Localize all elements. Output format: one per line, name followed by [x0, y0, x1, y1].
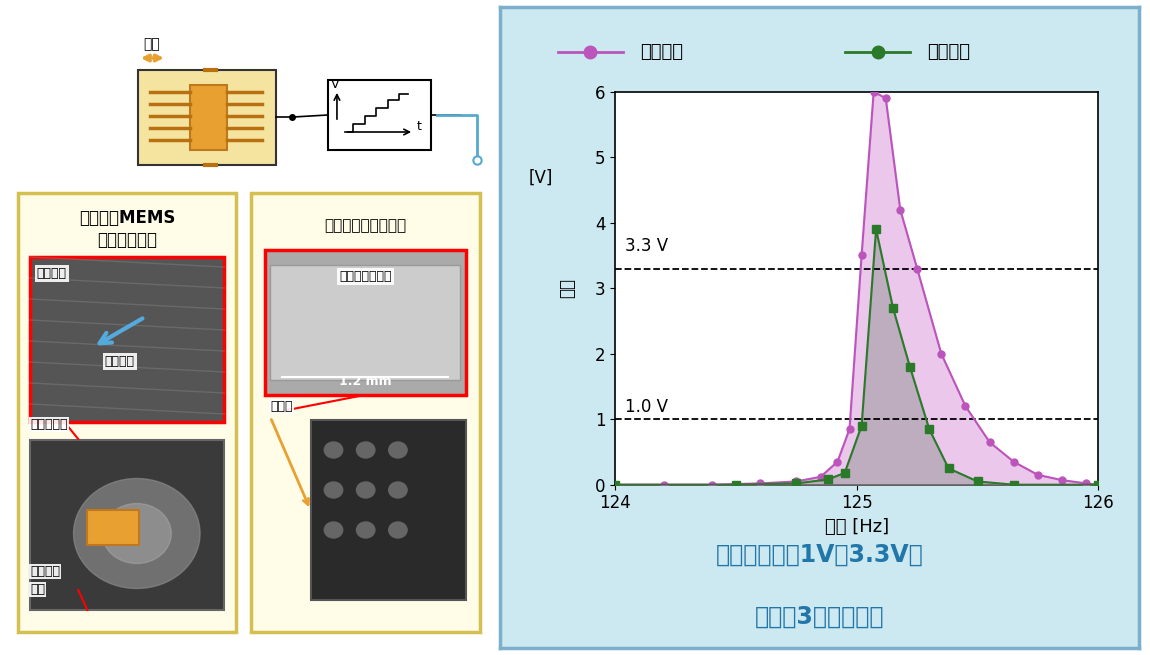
Circle shape	[102, 504, 171, 563]
Circle shape	[356, 522, 375, 538]
Text: 評估板: 評估板	[270, 400, 293, 413]
Circle shape	[324, 482, 343, 498]
FancyBboxPatch shape	[328, 80, 431, 150]
X-axis label: 频率 [Hz]: 频率 [Hz]	[825, 518, 889, 536]
Text: 以期望電壓（1V～3.3V）: 以期望電壓（1V～3.3V）	[715, 543, 923, 567]
Circle shape	[389, 442, 407, 458]
Text: 振動發電元件: 振動發電元件	[97, 231, 158, 249]
Text: 振動: 振動	[144, 37, 160, 51]
Circle shape	[356, 442, 375, 458]
Text: 1.2 mm: 1.2 mm	[339, 375, 391, 388]
FancyBboxPatch shape	[138, 70, 276, 165]
FancyBboxPatch shape	[87, 510, 139, 545]
FancyBboxPatch shape	[310, 420, 466, 600]
Text: 建議技术: 建議技术	[641, 43, 683, 62]
FancyBboxPatch shape	[264, 250, 466, 395]
Text: 3.3 V: 3.3 V	[624, 238, 668, 255]
Text: 以往技术: 以往技术	[928, 43, 971, 62]
FancyBboxPatch shape	[190, 85, 227, 150]
Text: 活動電極: 活動電極	[105, 355, 135, 368]
Circle shape	[324, 442, 343, 458]
Text: 試制的電路芯片: 試制的電路芯片	[339, 270, 391, 283]
Text: t: t	[416, 120, 421, 133]
FancyBboxPatch shape	[30, 257, 224, 422]
Circle shape	[74, 479, 200, 588]
Text: 實現約3倍的大帶寬: 實現約3倍的大帶寬	[754, 605, 884, 629]
Text: 振動發電: 振動發電	[30, 565, 60, 578]
FancyBboxPatch shape	[18, 193, 236, 632]
Text: 設備: 設備	[30, 583, 45, 596]
Text: 電圧: 電圧	[558, 278, 576, 298]
Circle shape	[324, 522, 343, 538]
Text: 固定電極: 固定電極	[37, 267, 67, 280]
FancyBboxPatch shape	[270, 265, 460, 380]
Circle shape	[389, 482, 407, 498]
Text: 低閾値整流升壓電路: 低閾値整流升壓電路	[324, 218, 406, 233]
Text: 1.0 V: 1.0 V	[624, 398, 668, 416]
Circle shape	[389, 522, 407, 538]
Text: [V]: [V]	[528, 169, 552, 187]
Circle shape	[356, 482, 375, 498]
FancyBboxPatch shape	[251, 193, 480, 632]
FancyBboxPatch shape	[30, 440, 224, 610]
Text: 駕極體式MEMS: 駕極體式MEMS	[79, 209, 175, 227]
Text: V: V	[331, 78, 339, 91]
Text: 振動測試儀: 振動測試儀	[30, 418, 68, 431]
